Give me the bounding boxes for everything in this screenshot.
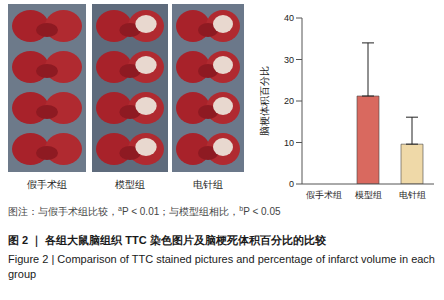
html-text:Figure 2 | Comparison of TTC s: Figure 2 | Comparison of TTC stained pic…	[8, 253, 435, 280]
svg-text:模型组: 模型组	[355, 190, 382, 200]
svg-text:10: 10	[284, 138, 294, 148]
svg-text:20: 20	[284, 96, 294, 106]
svg-text:假手术组: 假手术组	[27, 179, 67, 190]
html-text:图 2 ｜ 各组大鼠脑组织 TTC 染色图片及脑梗死体积百分: 图 2 ｜ 各组大鼠脑组织 TTC 染色图片及脑梗死体积百分比的比较	[8, 234, 326, 246]
svg-text:模型组: 模型组	[115, 179, 145, 190]
svg-text:0: 0	[289, 179, 294, 189]
svg-text:电针组: 电针组	[399, 190, 426, 200]
svg-text:30: 30	[284, 55, 294, 65]
html-text:图注：与假手术组比较，aP < 0.01；与模型组相比，bP: 图注：与假手术组比较，aP < 0.01；与模型组相比，bP < 0.05	[8, 205, 281, 218]
svg-text:40: 40	[284, 13, 294, 23]
svg-text:电针组: 电针组	[193, 179, 223, 190]
svg-text:脑梗体积百分比: 脑梗体积百分比	[259, 66, 270, 136]
svg-text:假手术组: 假手术组	[306, 190, 342, 200]
